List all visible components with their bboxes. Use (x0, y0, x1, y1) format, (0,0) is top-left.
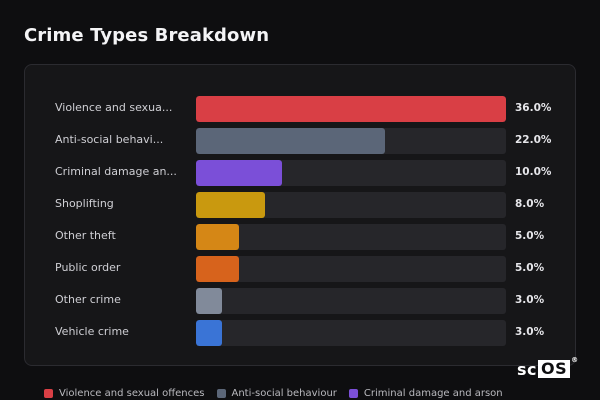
bar-fill (196, 96, 506, 122)
bar-track (196, 256, 506, 282)
bar-track (196, 96, 506, 122)
bar-fill (196, 128, 385, 154)
bar-fill (196, 224, 239, 250)
bar-label: Anti-social behavi... (55, 133, 164, 146)
bar-row: Violence and sexua... 36.0% (25, 96, 577, 122)
bar-track (196, 320, 506, 346)
bar-fill (196, 160, 282, 186)
legend-label: Violence and sexual offences (59, 387, 205, 399)
legend-item: Criminal damage and arson (348, 386, 503, 400)
bar-row: Public order 5.0% (25, 256, 577, 282)
bar-label: Other theft (55, 229, 116, 242)
watermark-text-b: OS (538, 360, 571, 378)
bar-value: 22.0% (515, 134, 552, 146)
bar-label: Shoplifting (55, 197, 114, 210)
bar-track (196, 224, 506, 250)
chart-legend: Violence and sexual offences Anti-social … (44, 386, 503, 400)
bar-value: 3.0% (515, 294, 545, 306)
legend-label: Anti-social behaviour (231, 387, 337, 399)
bar-label: Vehicle crime (55, 325, 129, 338)
legend-swatch (44, 388, 53, 398)
bar-value: 5.0% (515, 262, 545, 274)
legend-item: Anti-social behaviour (216, 386, 337, 400)
bar-value: 36.0% (515, 102, 552, 114)
bar-row: Other crime 3.0% (25, 288, 577, 314)
bar-value: 5.0% (515, 230, 545, 242)
bar-label: Violence and sexua... (55, 101, 173, 114)
bar-track (196, 160, 506, 186)
bar-row: Shoplifting 8.0% (25, 192, 577, 218)
bar-fill (196, 192, 265, 218)
legend-item: Violence and sexual offences (44, 386, 205, 400)
bar-value: 3.0% (515, 326, 545, 338)
bar-track (196, 192, 506, 218)
bar-row: Criminal damage an... 10.0% (25, 160, 577, 186)
bar-row: Anti-social behavi... 22.0% (25, 128, 577, 154)
bar-row: Vehicle crime 3.0% (25, 320, 577, 346)
bar-label: Criminal damage an... (55, 165, 177, 178)
bar-fill (196, 256, 239, 282)
bar-track (196, 288, 506, 314)
watermark-text-a: sc (517, 359, 538, 379)
chart-card: Violence and sexua... 36.0% Anti-social be… (24, 64, 576, 366)
legend-swatch (216, 388, 226, 398)
bar-value: 10.0% (515, 166, 552, 178)
legend-swatch (348, 388, 358, 398)
watermark-logo: sc OS ® (517, 356, 579, 379)
page-title: Crime Types Breakdown (24, 25, 270, 46)
bar-label: Public order (55, 261, 121, 274)
bar-row: Other theft 5.0% (25, 224, 577, 250)
legend-label: Criminal damage and arson (363, 387, 503, 399)
watermark-registered: ® (571, 356, 579, 364)
bar-track (196, 128, 506, 154)
bar-value: 8.0% (515, 198, 545, 210)
bar-label: Other crime (55, 293, 121, 306)
bar-fill (196, 320, 222, 346)
bar-fill (196, 288, 222, 314)
